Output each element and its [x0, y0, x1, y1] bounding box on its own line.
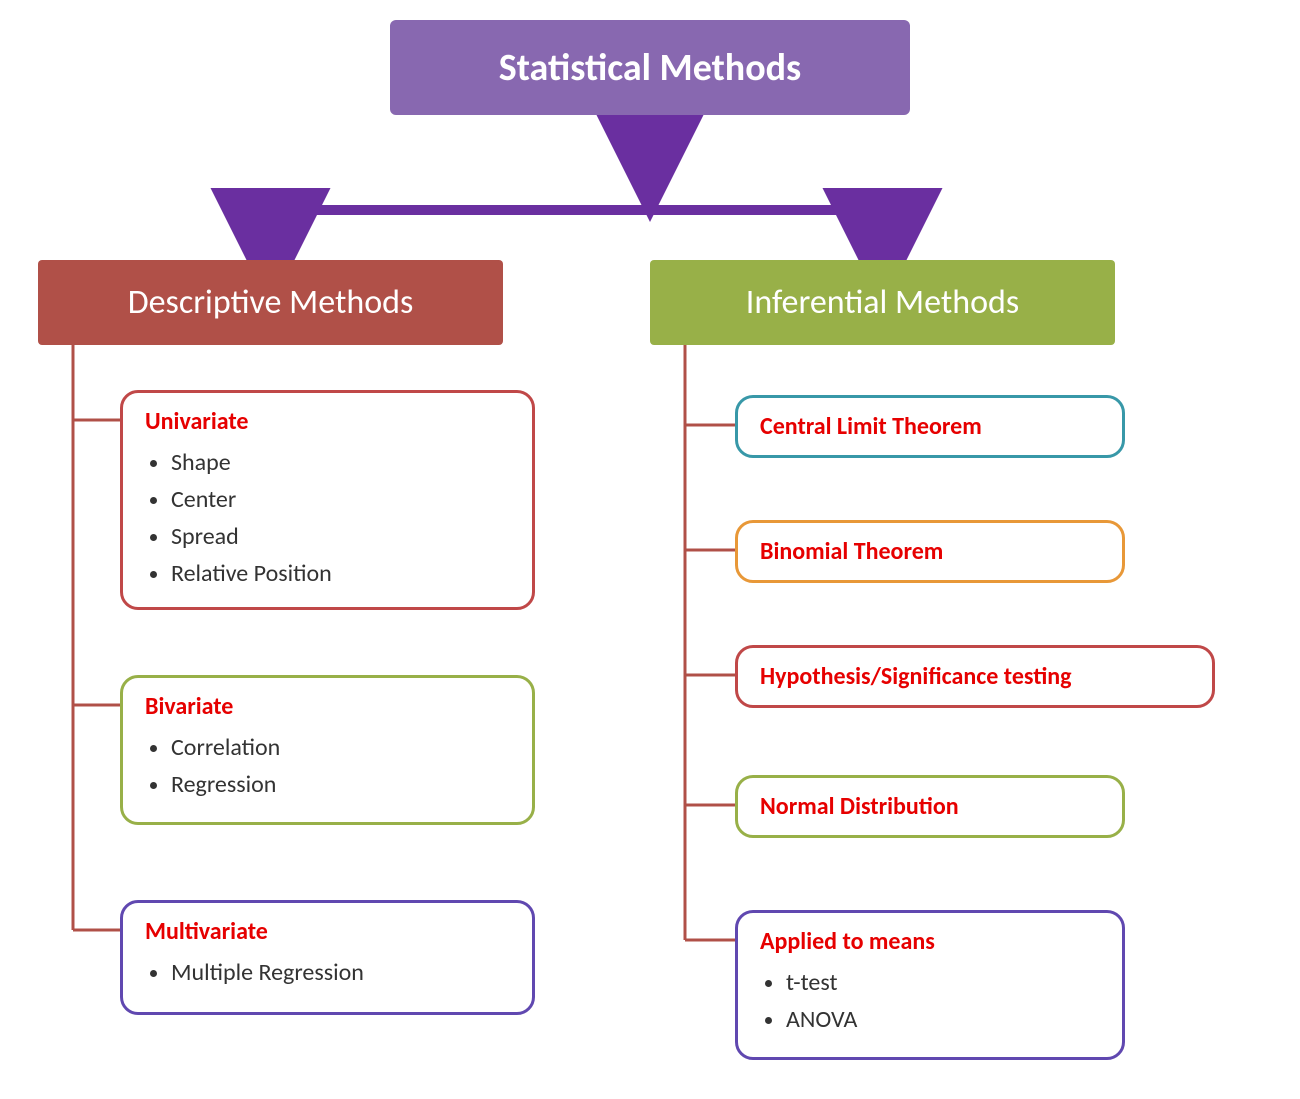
branch-inferential: Inferential Methods [650, 260, 1115, 345]
branch-descriptive: Descriptive Methods [38, 260, 503, 345]
root-label: Statistical Methods [499, 45, 801, 91]
branch-label-descriptive: Descriptive Methods [128, 282, 414, 323]
root-node: Statistical Methods [390, 20, 910, 115]
leaf-title: Applied to means [760, 927, 1100, 956]
leaf-descriptive-1: Bivariate CorrelationRegression [120, 675, 535, 825]
leaf-inferential-0: Central Limit Theorem [735, 395, 1125, 458]
leaf-inferential-4: Applied to means t-testANOVA [735, 910, 1125, 1060]
leaf-title: Hypothesis/Significance testing [760, 662, 1190, 691]
leaf-item-list: ShapeCenterSpreadRelative Position [171, 444, 510, 592]
leaf-item: Regression [171, 766, 510, 803]
arrow-group [271, 115, 883, 248]
leaf-item-list: CorrelationRegression [171, 729, 510, 803]
leaf-item: Center [171, 481, 510, 518]
leaf-item: t-test [786, 964, 1100, 1001]
leaf-item: Spread [171, 518, 510, 555]
leaf-inferential-2: Hypothesis/Significance testing [735, 645, 1215, 708]
leaf-title: Normal Distribution [760, 792, 1100, 821]
leaf-title: Binomial Theorem [760, 537, 1100, 566]
leaf-descriptive-2: Multivariate Multiple Regression [120, 900, 535, 1015]
leaf-title: Multivariate [145, 917, 510, 946]
leaf-item: Correlation [171, 729, 510, 766]
leaf-descriptive-0: Univariate ShapeCenterSpreadRelative Posi… [120, 390, 535, 610]
branch-label-inferential: Inferential Methods [746, 282, 1019, 323]
leaf-title: Bivariate [145, 692, 510, 721]
leaf-inferential-1: Binomial Theorem [735, 520, 1125, 583]
leaf-title: Central Limit Theorem [760, 412, 1100, 441]
leaf-item: Relative Position [171, 555, 510, 592]
leaf-inferential-3: Normal Distribution [735, 775, 1125, 838]
leaf-title: Univariate [145, 407, 510, 436]
leaf-item: Shape [171, 444, 510, 481]
leaf-item-list: Multiple Regression [171, 954, 510, 991]
leaf-item: Multiple Regression [171, 954, 510, 991]
leaf-item-list: t-testANOVA [786, 964, 1100, 1038]
leaf-item: ANOVA [786, 1001, 1100, 1038]
